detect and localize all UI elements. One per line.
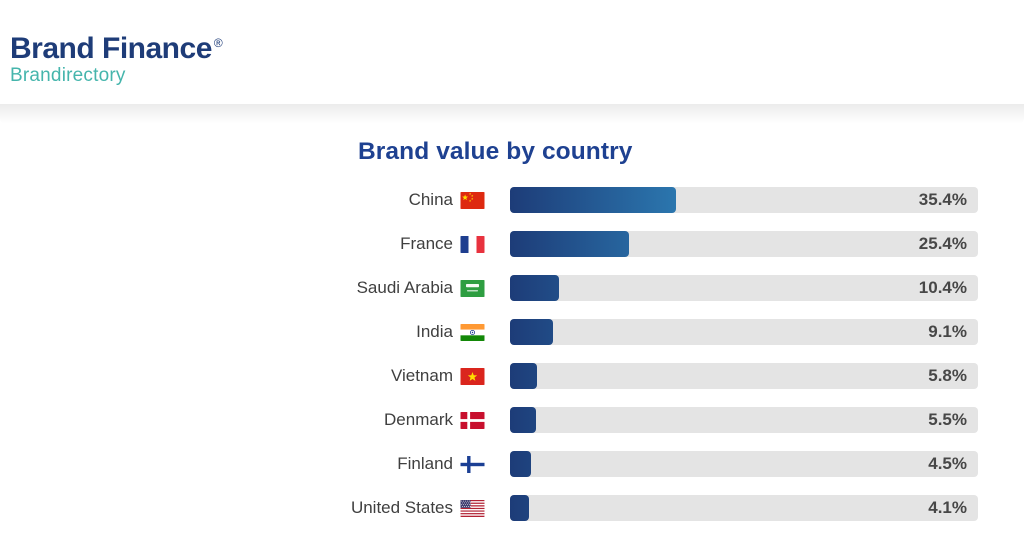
chart-row: India 9.1% bbox=[333, 319, 978, 345]
value-label: 4.5% bbox=[928, 454, 967, 473]
fr-flag-icon bbox=[460, 235, 485, 253]
bar-track: 4.1% bbox=[510, 495, 978, 521]
bar-track: 25.4% bbox=[510, 231, 978, 257]
value-bar bbox=[510, 231, 629, 257]
vn-flag-icon bbox=[460, 367, 485, 385]
brand-finance-logo[interactable]: Brand Finance ® Brandirectory bbox=[10, 28, 223, 87]
fi-flag-icon bbox=[460, 455, 485, 473]
value-label: 35.4% bbox=[918, 190, 967, 209]
country-label: Finland bbox=[397, 454, 453, 473]
logo-wordmark: Brand Finance ® bbox=[10, 28, 223, 65]
value-bar bbox=[510, 363, 538, 389]
in-flag-icon bbox=[460, 323, 485, 341]
value-label: 9.1% bbox=[928, 322, 967, 341]
country-label: Saudi Arabia bbox=[356, 278, 453, 297]
chart-row: Vietnam 5.8% bbox=[333, 363, 978, 389]
value-bar bbox=[510, 495, 530, 521]
value-label: 25.4% bbox=[918, 234, 967, 253]
dk-flag-icon bbox=[460, 411, 485, 429]
chart-row: France 25.4% bbox=[333, 231, 978, 257]
country-label: India bbox=[416, 322, 453, 341]
value-label: 4.1% bbox=[928, 498, 967, 517]
bar-track: 35.4% bbox=[510, 187, 978, 213]
value-bar bbox=[510, 451, 532, 477]
bar-track: 9.1% bbox=[510, 319, 978, 345]
value-label: 5.8% bbox=[928, 366, 967, 385]
registered-trademark-icon: ® bbox=[213, 36, 223, 50]
country-label: Vietnam bbox=[390, 366, 453, 385]
value-bar bbox=[510, 187, 676, 213]
chart-title: Brand value by country bbox=[358, 138, 633, 165]
country-label: United States bbox=[350, 498, 453, 517]
country-label: Denmark bbox=[384, 410, 453, 429]
bar-track: 4.5% bbox=[510, 451, 978, 477]
header-divider bbox=[0, 104, 1024, 124]
bar-track: 5.5% bbox=[510, 407, 978, 433]
page-header: Brand Finance ® Brandirectory bbox=[0, 0, 1024, 104]
value-bar bbox=[510, 275, 559, 301]
chart-row: United States 4.1% bbox=[333, 495, 978, 521]
chart-row: Denmark 5.5% bbox=[333, 407, 978, 433]
chart-row: Saudi Arabia 10.4% bbox=[333, 275, 978, 301]
chart-row: China 35.4% bbox=[333, 187, 978, 213]
value-bar bbox=[510, 407, 536, 433]
bar-track: 10.4% bbox=[510, 275, 978, 301]
bar-chart: China 35.4% France 25.4% Saudi Arabia 10.4% In… bbox=[333, 187, 978, 538]
chart-row: Finland 4.5% bbox=[333, 451, 978, 477]
value-label: 10.4% bbox=[918, 278, 967, 297]
cn-flag-icon bbox=[460, 191, 485, 209]
logo-text: Brand Finance bbox=[10, 32, 212, 65]
us-flag-icon bbox=[460, 499, 485, 517]
value-label: 5.5% bbox=[928, 410, 967, 429]
logo-subtext: Brandirectory bbox=[10, 65, 126, 86]
country-label: France bbox=[400, 234, 453, 253]
sa-flag-icon bbox=[460, 279, 485, 297]
country-label: China bbox=[408, 190, 453, 209]
value-bar bbox=[510, 319, 553, 345]
bar-track: 5.8% bbox=[510, 363, 978, 389]
